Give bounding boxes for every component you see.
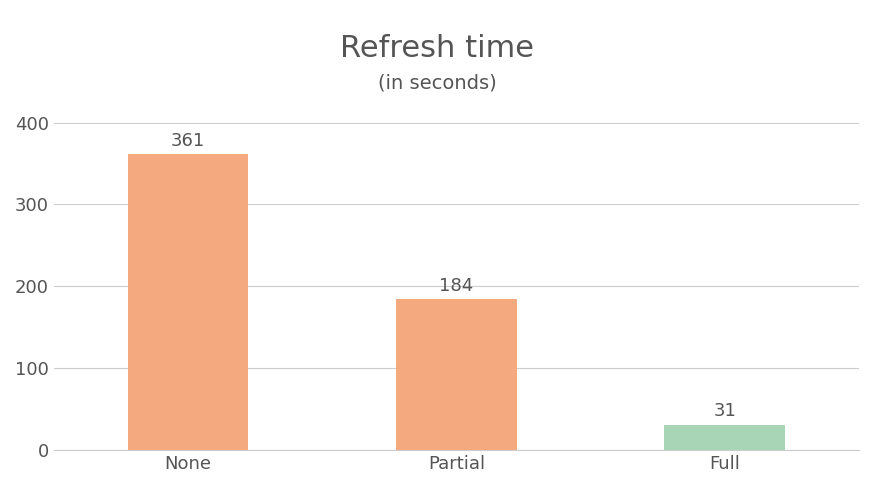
Text: 184: 184	[440, 277, 474, 295]
Bar	[396, 300, 517, 450]
Text: Refresh time: Refresh time	[340, 34, 534, 63]
Text: 361: 361	[171, 132, 205, 149]
Text: (in seconds): (in seconds)	[378, 73, 496, 92]
Text: 31: 31	[713, 402, 736, 420]
Bar	[128, 155, 248, 450]
Bar	[664, 425, 785, 450]
